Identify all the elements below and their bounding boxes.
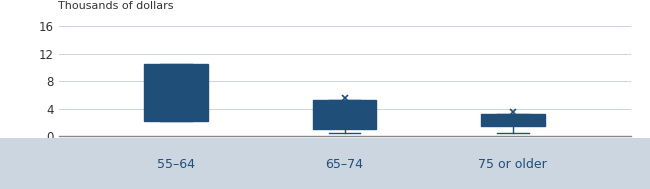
PathPatch shape (144, 64, 208, 121)
PathPatch shape (481, 114, 545, 126)
PathPatch shape (313, 101, 376, 129)
Text: 75 or older: 75 or older (478, 158, 547, 171)
Text: 55–64: 55–64 (157, 158, 195, 171)
Text: 65–74: 65–74 (326, 158, 363, 171)
Text: Thousands of dollars: Thousands of dollars (58, 1, 174, 11)
